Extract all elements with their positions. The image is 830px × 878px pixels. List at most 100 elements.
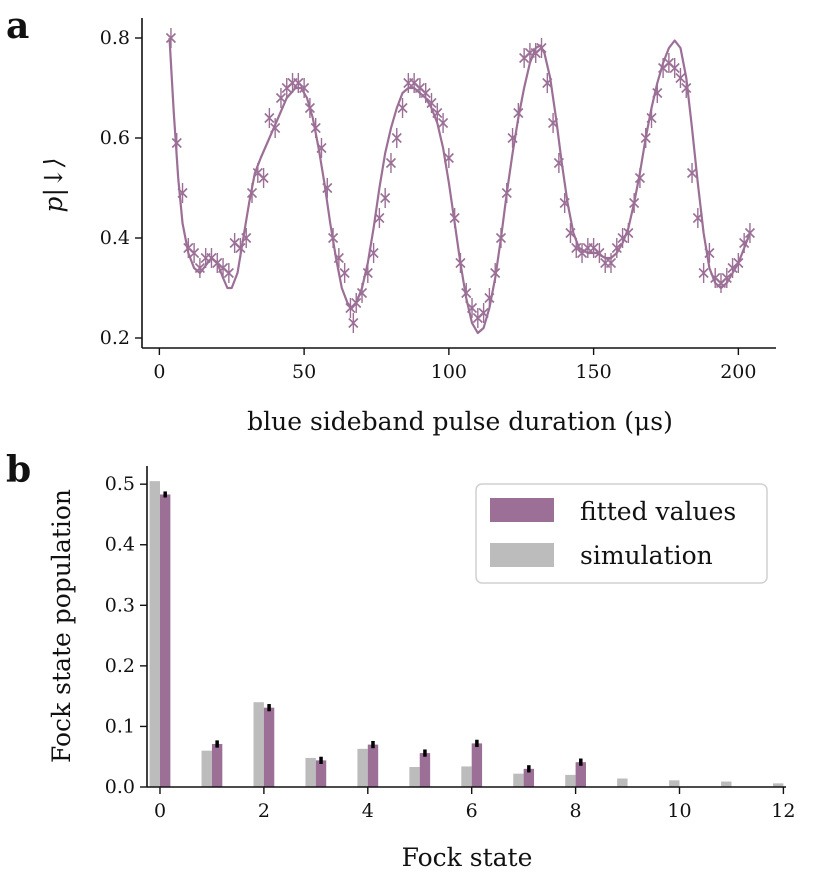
data-point bbox=[443, 148, 454, 168]
data-point bbox=[194, 258, 205, 278]
y-tick-label: 0.4 bbox=[105, 534, 135, 556]
data-point bbox=[721, 268, 732, 288]
data-point bbox=[542, 73, 553, 93]
data-point bbox=[495, 228, 507, 248]
x-marker bbox=[264, 112, 275, 124]
simulation-bar bbox=[565, 774, 576, 787]
y-tick-label: 0.1 bbox=[105, 715, 135, 737]
x-marker bbox=[739, 237, 750, 249]
simulation-bar bbox=[669, 780, 680, 787]
data-point bbox=[704, 243, 715, 263]
data-point bbox=[484, 288, 495, 308]
data-point bbox=[507, 128, 518, 148]
fitted-value-bar bbox=[367, 744, 379, 787]
data-point bbox=[461, 283, 472, 303]
simulation-bar bbox=[461, 766, 472, 787]
x-marker bbox=[426, 97, 437, 109]
x-marker bbox=[681, 82, 692, 94]
x-marker bbox=[322, 182, 333, 194]
x-marker bbox=[391, 132, 402, 144]
x-marker bbox=[686, 167, 698, 179]
x-marker bbox=[542, 77, 553, 89]
data-point bbox=[177, 183, 188, 203]
data-point bbox=[692, 208, 703, 228]
x-marker bbox=[652, 87, 663, 99]
data-point bbox=[348, 313, 359, 333]
panel-b-axes: 0 2 4 6 8 10 12 0.0 0.1 0.2 0.3 0.4 0.5 bbox=[105, 466, 795, 822]
x-marker bbox=[484, 292, 495, 304]
panel-a-fit-curve bbox=[168, 37, 751, 335]
data-point bbox=[675, 68, 686, 88]
panel-a-x-axis-label: blue sideband pulse duration (μs) bbox=[247, 407, 673, 436]
x-marker bbox=[675, 72, 686, 84]
data-point bbox=[490, 263, 501, 283]
data-point bbox=[420, 83, 431, 103]
panel-a-data-points bbox=[165, 28, 756, 333]
fitted-value-bar bbox=[419, 753, 431, 787]
data-point bbox=[235, 238, 246, 258]
data-point bbox=[652, 83, 663, 103]
x-marker bbox=[495, 232, 507, 244]
x-marker bbox=[310, 122, 321, 134]
x-marker bbox=[258, 172, 269, 184]
data-point bbox=[744, 223, 756, 243]
y-tick-label: 0.2 bbox=[105, 655, 135, 677]
data-point bbox=[559, 193, 570, 213]
x-marker bbox=[275, 92, 287, 104]
x-marker bbox=[348, 317, 359, 329]
y-tick-label: 0.4 bbox=[100, 227, 130, 249]
data-point bbox=[501, 183, 512, 203]
data-point bbox=[605, 253, 617, 273]
data-point bbox=[640, 128, 651, 148]
simulation-bar bbox=[253, 702, 264, 787]
data-point bbox=[449, 208, 460, 228]
data-point bbox=[669, 58, 680, 78]
x-tick-label: 150 bbox=[575, 361, 611, 383]
x-tick-label: 2 bbox=[258, 800, 270, 822]
x-tick-label: 4 bbox=[362, 800, 374, 822]
panel-b-y-axis-label: Fock state population bbox=[47, 489, 76, 763]
x-tick-label: 50 bbox=[292, 361, 316, 383]
x-tick-label: 12 bbox=[771, 800, 795, 822]
data-point bbox=[466, 298, 478, 318]
x-tick-label: 200 bbox=[720, 361, 756, 383]
x-marker bbox=[548, 117, 559, 129]
data-point bbox=[536, 38, 547, 58]
x-marker bbox=[443, 152, 454, 164]
y-tick-label: 0.5 bbox=[105, 473, 135, 495]
data-point bbox=[698, 263, 709, 283]
x-marker bbox=[449, 212, 460, 224]
data-point bbox=[478, 303, 489, 323]
y-tick-label: 0.8 bbox=[100, 27, 130, 49]
x-marker bbox=[438, 117, 449, 129]
x-marker bbox=[744, 227, 756, 239]
data-point bbox=[356, 283, 368, 303]
data-point bbox=[171, 133, 182, 153]
data-point bbox=[223, 263, 234, 283]
data-point bbox=[380, 188, 391, 208]
fitted-value-bar bbox=[159, 494, 171, 787]
y-tick-label: 0.6 bbox=[100, 127, 130, 149]
x-marker bbox=[605, 257, 617, 269]
x-marker bbox=[640, 132, 651, 144]
x-marker bbox=[490, 267, 501, 279]
x-marker bbox=[420, 87, 431, 99]
x-marker bbox=[362, 267, 373, 279]
data-point bbox=[629, 193, 640, 213]
panel-b-legend: fitted values simulation bbox=[475, 483, 768, 584]
data-point bbox=[310, 118, 321, 138]
fitted-value-bar bbox=[211, 743, 223, 787]
simulation-bar bbox=[357, 748, 368, 787]
x-marker bbox=[397, 102, 408, 114]
x-marker bbox=[669, 62, 680, 74]
x-marker bbox=[432, 107, 443, 119]
data-point bbox=[328, 228, 339, 248]
legend-label-simulation: simulation bbox=[580, 541, 713, 570]
data-point bbox=[165, 28, 177, 48]
x-marker bbox=[623, 227, 634, 239]
data-point bbox=[322, 178, 333, 198]
data-point bbox=[385, 153, 397, 173]
data-point bbox=[455, 253, 466, 273]
data-point bbox=[548, 113, 559, 133]
